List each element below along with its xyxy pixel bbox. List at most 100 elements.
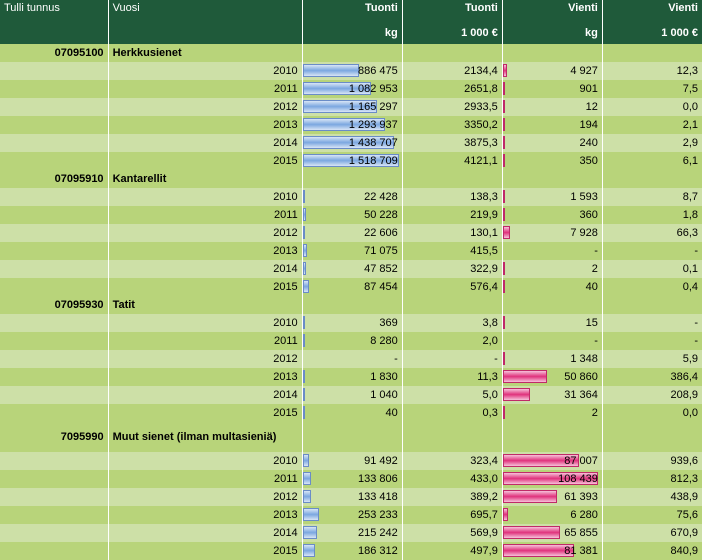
data-row: 2013253 233695,76 28075,6 [0,506,703,524]
empty [502,296,602,314]
data-row: 201022 428138,31 5938,7 [0,188,703,206]
vienti-kg-bar: 12 [502,98,602,116]
empty [0,404,108,422]
tuonti-kg-bar: 133 418 [302,488,402,506]
vienti-eur: 0,1 [602,260,702,278]
tuonti-eur: 219,9 [402,206,502,224]
category-name: Muut sienet (ilman multasieniä) [108,422,302,452]
empty [0,116,108,134]
vienti-eur: 7,5 [602,80,702,98]
tuonti-kg-bar: 71 075 [302,242,402,260]
vienti-eur: 208,9 [602,386,702,404]
empty [0,98,108,116]
data-row: 2012--1 3485,9 [0,350,703,368]
hdr-c5: Vienti [602,0,702,22]
tuonti-eur: 3,8 [402,314,502,332]
year-cell: 2011 [108,470,302,488]
tuonti-eur: 695,7 [402,506,502,524]
tuonti-kg-bar: 886 475 [302,62,402,80]
vienti-eur: 939,6 [602,452,702,470]
empty [0,506,108,524]
data-row: 201371 075415,5-- [0,242,703,260]
empty [0,542,108,560]
tuonti-eur: 0,3 [402,404,502,422]
tuonti-kg-bar: 369 [302,314,402,332]
vienti-kg-bar: 65 855 [502,524,602,542]
vienti-eur: 6,1 [602,152,702,170]
tuonti-kg-bar: 22 606 [302,224,402,242]
data-row: 2014215 242569,965 855670,9 [0,524,703,542]
vienti-eur: 840,9 [602,542,702,560]
tuonti-eur: 5,0 [402,386,502,404]
vienti-eur: 670,9 [602,524,702,542]
tuonti-eur: 4121,1 [402,152,502,170]
empty [0,332,108,350]
tuonti-eur: 389,2 [402,488,502,506]
tuonti-kg-bar: 8 280 [302,332,402,350]
empty [0,242,108,260]
vienti-kg-bar: 350 [502,152,602,170]
empty [502,422,602,452]
category-name: Herkkusienet [108,44,302,62]
tuonti-kg-bar: 91 492 [302,452,402,470]
vienti-eur: - [602,332,702,350]
empty [0,62,108,80]
tuonti-eur: 11,3 [402,368,502,386]
empty [0,350,108,368]
data-row: 201447 852322,920,1 [0,260,703,278]
year-cell: 2014 [108,524,302,542]
vienti-eur: 75,6 [602,506,702,524]
vienti-kg-bar: 31 364 [502,386,602,404]
category-name: Kantarellit [108,170,302,188]
data-row: 2015186 312497,981 381840,9 [0,542,703,560]
tuonti-eur: 130,1 [402,224,502,242]
hdr-u5: 1 000 € [602,22,702,44]
tuonti-kg-bar: 215 242 [302,524,402,542]
vienti-kg-bar: 6 280 [502,506,602,524]
vienti-kg-bar: 50 860 [502,368,602,386]
tuonti-eur: 576,4 [402,278,502,296]
vienti-kg-bar: 194 [502,116,602,134]
tuonti-eur: 2,0 [402,332,502,350]
tuonti-kg-bar: 40 [302,404,402,422]
vienti-kg-bar: 1 348 [502,350,602,368]
empty [0,224,108,242]
empty [302,170,402,188]
vienti-eur: 386,4 [602,368,702,386]
empty [0,386,108,404]
year-cell: 2010 [108,314,302,332]
tuonti-kg-bar: 186 312 [302,542,402,560]
hdr-c4: Vienti [502,0,602,22]
year-cell: 2015 [108,404,302,422]
empty [602,296,702,314]
hdr-u2: kg [302,22,402,44]
empty [502,44,602,62]
tuonti-kg-bar: 1 040 [302,386,402,404]
data-row: 20118 2802,0-- [0,332,703,350]
hdr-c3: Tuonti [402,0,502,22]
vienti-kg-bar: 1 593 [502,188,602,206]
year-cell: 2011 [108,332,302,350]
tuonti-eur: 2651,8 [402,80,502,98]
data-row: 201150 228219,93601,8 [0,206,703,224]
vienti-eur: 438,9 [602,488,702,506]
tuonti-eur: 569,9 [402,524,502,542]
empty [602,422,702,452]
tuonti-kg-bar: 1 082 953 [302,80,402,98]
tuonti-eur: 2134,4 [402,62,502,80]
empty [0,452,108,470]
category-code: 07095930 [0,296,108,314]
data-row: 20141 438 7073875,32402,9 [0,134,703,152]
year-cell: 2013 [108,116,302,134]
vienti-eur: 12,3 [602,62,702,80]
category-code: 7095990 [0,422,108,452]
vienti-eur: - [602,314,702,332]
category-code: 07095100 [0,44,108,62]
empty [602,170,702,188]
tuonti-eur: 3350,2 [402,116,502,134]
tuonti-kg-bar: - [302,350,402,368]
vienti-eur: 0,4 [602,278,702,296]
year-cell: 2013 [108,368,302,386]
vienti-kg-bar: 2 [502,260,602,278]
vienti-kg-bar: 15 [502,314,602,332]
